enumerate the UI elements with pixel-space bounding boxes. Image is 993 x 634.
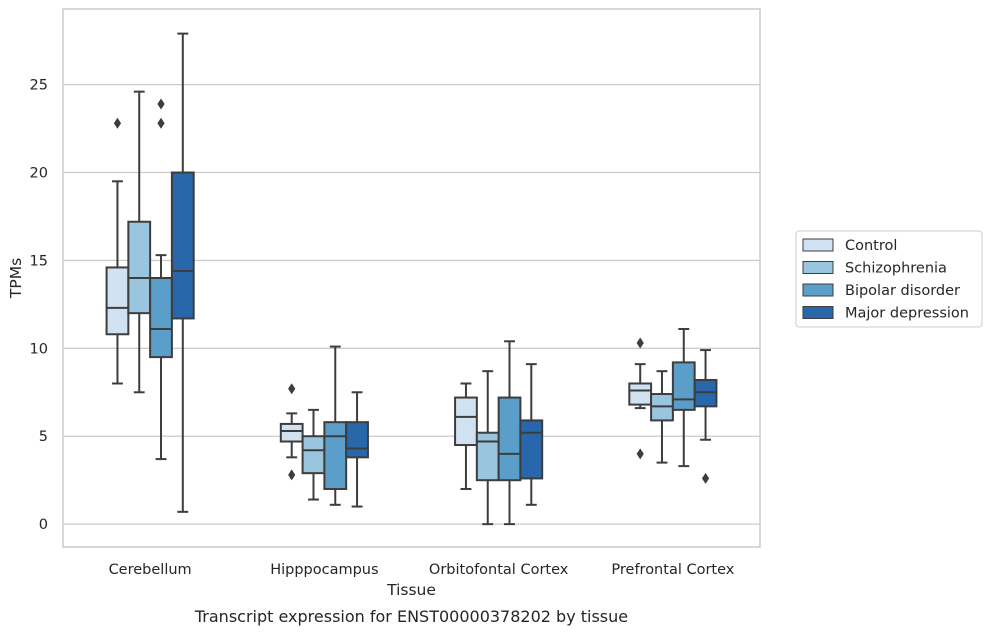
box-body — [628, 382, 653, 406]
x-tick-label: Prefrontal Cortex — [611, 562, 734, 578]
box-bipolar-disorder — [497, 340, 522, 526]
box-major-depression — [519, 363, 544, 506]
x-axis-title: Tissue — [386, 581, 436, 599]
outlier-point — [701, 472, 710, 484]
y-axis-ticks: 0 5 10 15 20 25 — [30, 78, 48, 534]
y-tick-label: 0 — [39, 517, 48, 533]
legend-swatch — [802, 306, 834, 319]
x-axis-ticks: Cerebellum Hipppocampus Orbitofontal Corte… — [109, 562, 735, 578]
y-tick-label: 20 — [30, 166, 48, 182]
box-body — [475, 431, 500, 482]
box-body — [519, 419, 544, 480]
box-series — [105, 32, 718, 526]
box-major-depression — [693, 349, 718, 484]
outlier-point — [636, 448, 644, 460]
legend-swatch — [802, 261, 834, 274]
box-body — [497, 396, 522, 482]
box-control — [454, 382, 478, 490]
x-tick-label: Hipppocampus — [270, 562, 378, 578]
box-schizophrenia — [127, 90, 152, 394]
box-body — [301, 435, 326, 475]
box-body — [345, 421, 369, 459]
box-bipolar-disorder — [323, 345, 348, 506]
outlier-point — [113, 117, 122, 129]
y-tick-label: 5 — [39, 429, 48, 445]
box-bipolar-disorder — [671, 327, 696, 468]
box-schizophrenia — [475, 370, 500, 526]
box-body — [454, 396, 478, 447]
y-tick-label: 10 — [30, 341, 48, 357]
box-major-depression — [345, 391, 369, 508]
legend: Control Schizophrenia Bipolar disorder Majo… — [795, 230, 983, 328]
box-control — [105, 117, 130, 385]
box-schizophrenia — [301, 408, 326, 501]
y-tick-label: 15 — [30, 253, 48, 269]
box-bipolar-disorder — [149, 98, 173, 461]
x-tick-label: Orbitofontal Cortex — [429, 562, 569, 578]
box-control — [628, 337, 653, 460]
outlier-point — [288, 383, 296, 395]
legend-swatch — [802, 238, 834, 252]
box-major-depression — [170, 32, 195, 513]
box-body — [149, 277, 173, 359]
outlier-point — [288, 469, 296, 481]
box-body — [279, 422, 304, 443]
box-body — [170, 171, 195, 320]
legend-swatch — [802, 283, 834, 297]
y-axis-title: TPMs — [7, 258, 25, 299]
box-body — [671, 361, 696, 411]
box-control — [279, 383, 304, 481]
box-schizophrenia — [650, 370, 674, 464]
x-tick-label: Cerebellum — [109, 562, 192, 578]
legend-label: Bipolar disorder — [845, 283, 960, 299]
legend-label: Major depression — [845, 306, 969, 322]
outlier-point — [636, 337, 644, 349]
box-body — [323, 421, 348, 490]
legend-label: Schizophrenia — [845, 261, 947, 277]
chart-caption: Transcript expression for ENST0000037820… — [194, 607, 628, 626]
plot-frame — [62, 8, 761, 548]
box-body — [127, 220, 152, 315]
y-tick-label: 25 — [30, 78, 48, 94]
outlier-point — [157, 117, 165, 129]
legend-label: Control — [845, 238, 897, 254]
box-body — [105, 266, 130, 336]
legend-frame — [795, 230, 983, 328]
outlier-point — [157, 98, 165, 110]
